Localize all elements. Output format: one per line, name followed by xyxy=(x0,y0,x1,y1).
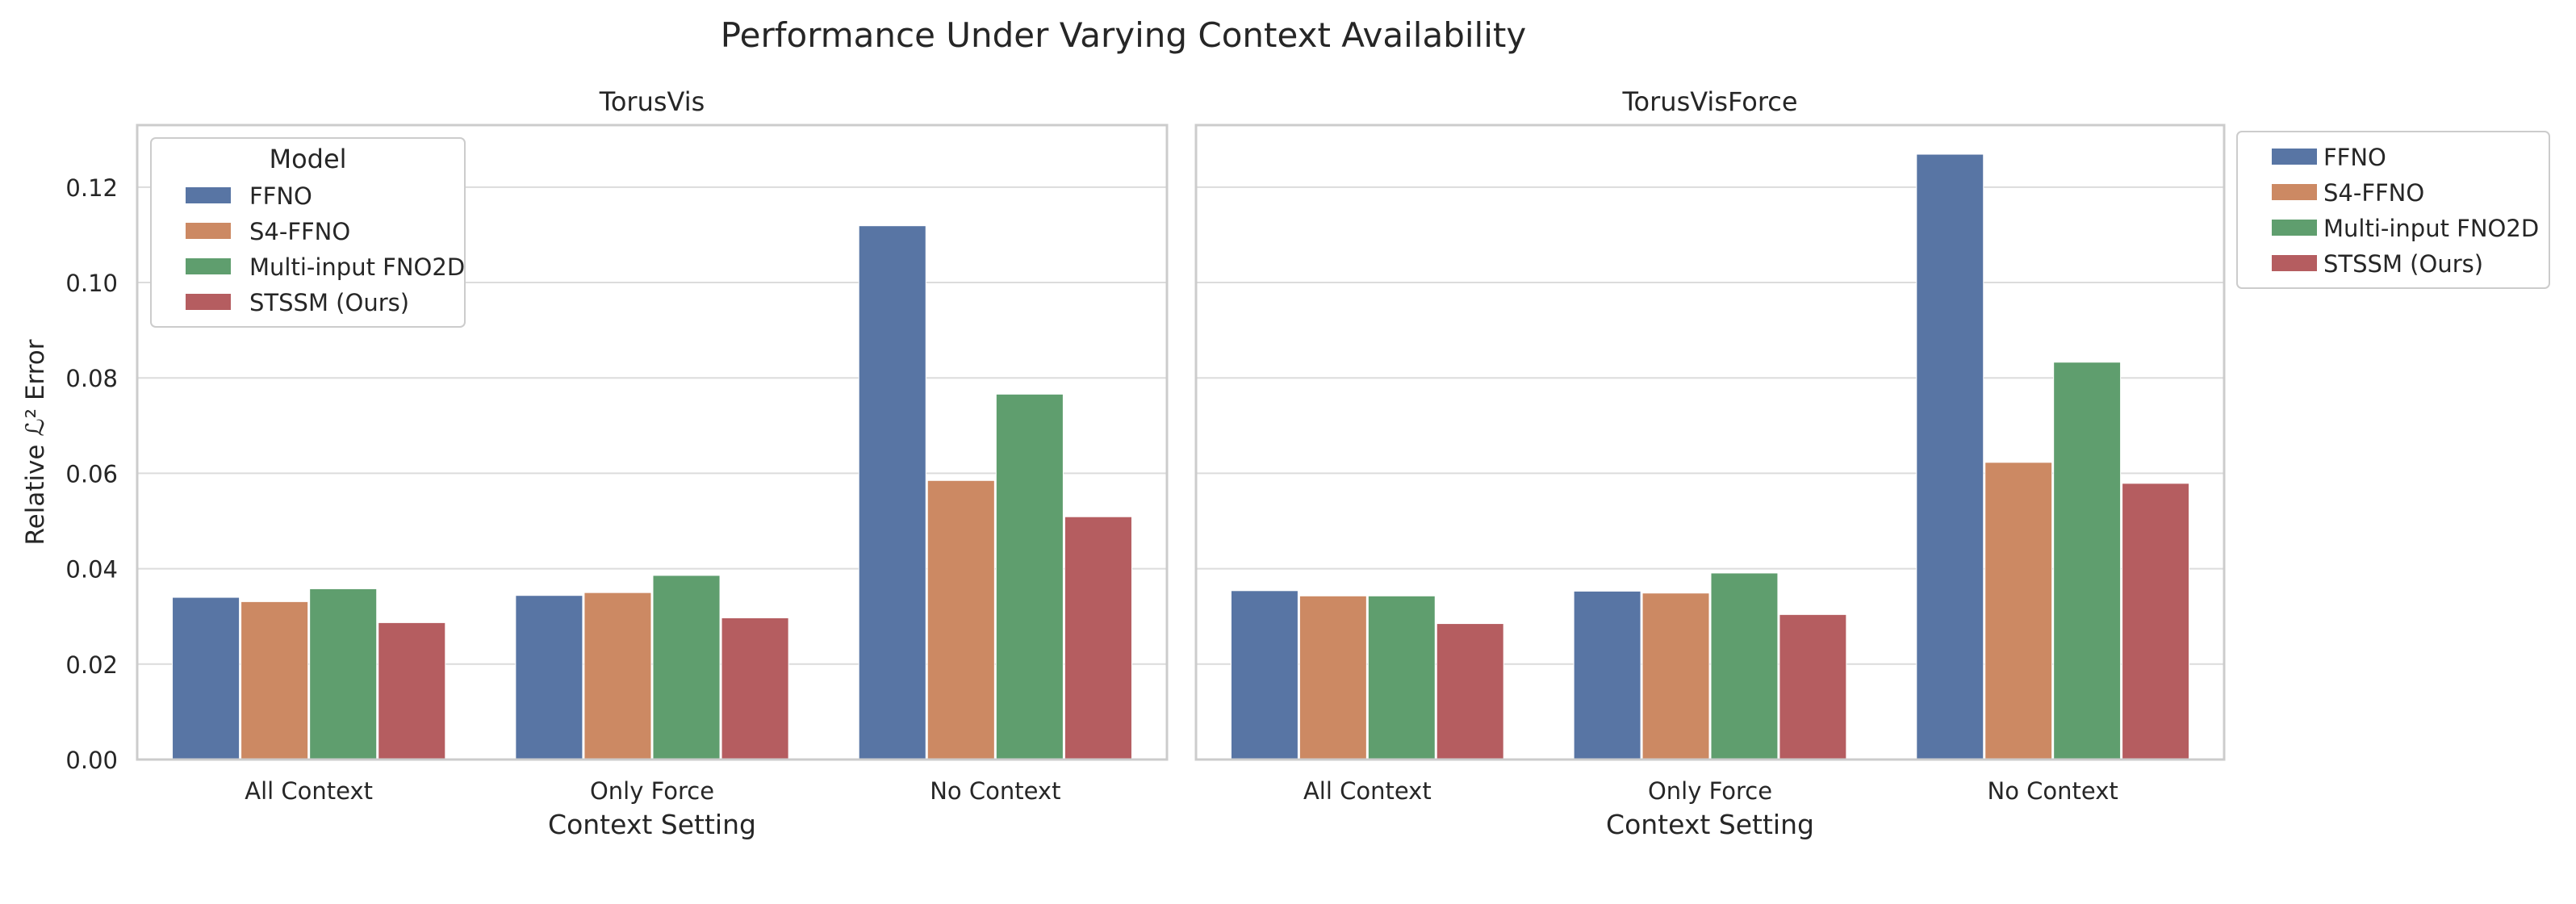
legend-label: S4-FFNO xyxy=(2323,179,2424,207)
legend-label: S4-FFNO xyxy=(249,218,350,245)
legend-label: Multi-input FNO2D xyxy=(249,253,465,281)
legend-title: Model xyxy=(269,144,346,174)
axes-frame xyxy=(136,123,1169,761)
bar-s4-ffno-0 xyxy=(240,601,309,760)
panel-torusvis: 0.00 0.02 0.04 0.06 0.08 0.10 0.12 TorusVis All … xyxy=(65,86,1169,840)
bar-ffno-2 xyxy=(1916,153,1984,760)
legend-label: FFNO xyxy=(2323,144,2386,171)
x-tick-label: No Context xyxy=(930,777,1060,805)
y-tick-label: 0.02 xyxy=(65,651,118,679)
x-tick-label: No Context xyxy=(1988,777,2118,805)
x-axis-label: Context Setting xyxy=(1606,809,1814,840)
panel-title: TorusVis xyxy=(599,86,705,117)
legend-inside: Model FFNO S4-FFNO Multi-input FNO2D STSSM (… xyxy=(150,137,466,328)
bar-stssm-ours--1 xyxy=(1779,613,1847,760)
legend-swatch xyxy=(2272,255,2317,271)
legend-swatch xyxy=(2272,184,2317,200)
x-tick-label: Only Force xyxy=(590,777,714,805)
y-tick-label: 0.12 xyxy=(65,174,118,202)
bar-multi-input-fno2d-2 xyxy=(995,393,1064,760)
y-tick-label: 0.00 xyxy=(65,747,118,774)
bar-s4-ffno-2 xyxy=(926,479,995,760)
bar-multi-input-fno2d-1 xyxy=(1710,572,1779,760)
x-axis-label: Context Setting xyxy=(548,809,756,840)
legend-label: STSSM (Ours) xyxy=(249,289,409,316)
bar-s4-ffno-2 xyxy=(1984,462,2053,760)
x-tick-label: Only Force xyxy=(1648,777,1772,805)
bar-stssm-ours--1 xyxy=(721,617,789,760)
y-tick-label: 0.08 xyxy=(65,365,118,392)
y-axis-label: Relative ℒ² Error xyxy=(21,339,50,545)
legend-swatch xyxy=(186,187,231,203)
bar-s4-ffno-0 xyxy=(1298,595,1367,760)
bar-stssm-ours--2 xyxy=(2122,483,2190,760)
bar-multi-input-fno2d-1 xyxy=(652,575,721,760)
y-tick-label: 0.10 xyxy=(65,270,118,297)
panel-torusvisforce: TorusVisForce All Context Only Force No Con… xyxy=(1194,86,2550,840)
legend-label: FFNO xyxy=(249,182,312,210)
bar-ffno-1 xyxy=(1573,590,1641,760)
legend-swatch xyxy=(186,294,231,310)
bar-s4-ffno-1 xyxy=(1641,592,1710,760)
x-tick-label: All Context xyxy=(245,777,373,805)
legend-outside: FFNO S4-FFNO Multi-input FNO2D STSSM (Ours) xyxy=(2236,131,2550,289)
axes-frame xyxy=(1194,123,2226,761)
panel-title: TorusVisForce xyxy=(1621,86,1797,117)
bar-stssm-ours--0 xyxy=(378,622,446,760)
bar-s4-ffno-1 xyxy=(583,592,652,760)
bar-ffno-0 xyxy=(172,596,240,760)
bar-multi-input-fno2d-0 xyxy=(309,588,378,760)
bar-multi-input-fno2d-2 xyxy=(2053,362,2122,760)
legend-swatch xyxy=(186,258,231,274)
bar-stssm-ours--0 xyxy=(1436,623,1504,760)
bar-ffno-2 xyxy=(858,225,926,760)
y-tick-label: 0.06 xyxy=(65,460,118,488)
y-tick-label: 0.04 xyxy=(65,556,118,584)
legend-swatch xyxy=(2272,220,2317,236)
bar-stssm-ours--2 xyxy=(1064,516,1132,760)
legend-label: Multi-input FNO2D xyxy=(2323,215,2539,242)
bar-ffno-1 xyxy=(515,595,583,760)
legend-label: STSSM (Ours) xyxy=(2323,250,2483,278)
legend-box xyxy=(2236,131,2550,289)
chart-title: Performance Under Varying Context Availa… xyxy=(721,15,1526,55)
legend-swatch xyxy=(186,223,231,239)
x-tick-label: All Context xyxy=(1303,777,1432,805)
bar-multi-input-fno2d-0 xyxy=(1367,595,1436,760)
legend-box xyxy=(150,137,466,328)
bar-ffno-0 xyxy=(1230,590,1298,760)
legend-swatch xyxy=(2272,149,2317,165)
